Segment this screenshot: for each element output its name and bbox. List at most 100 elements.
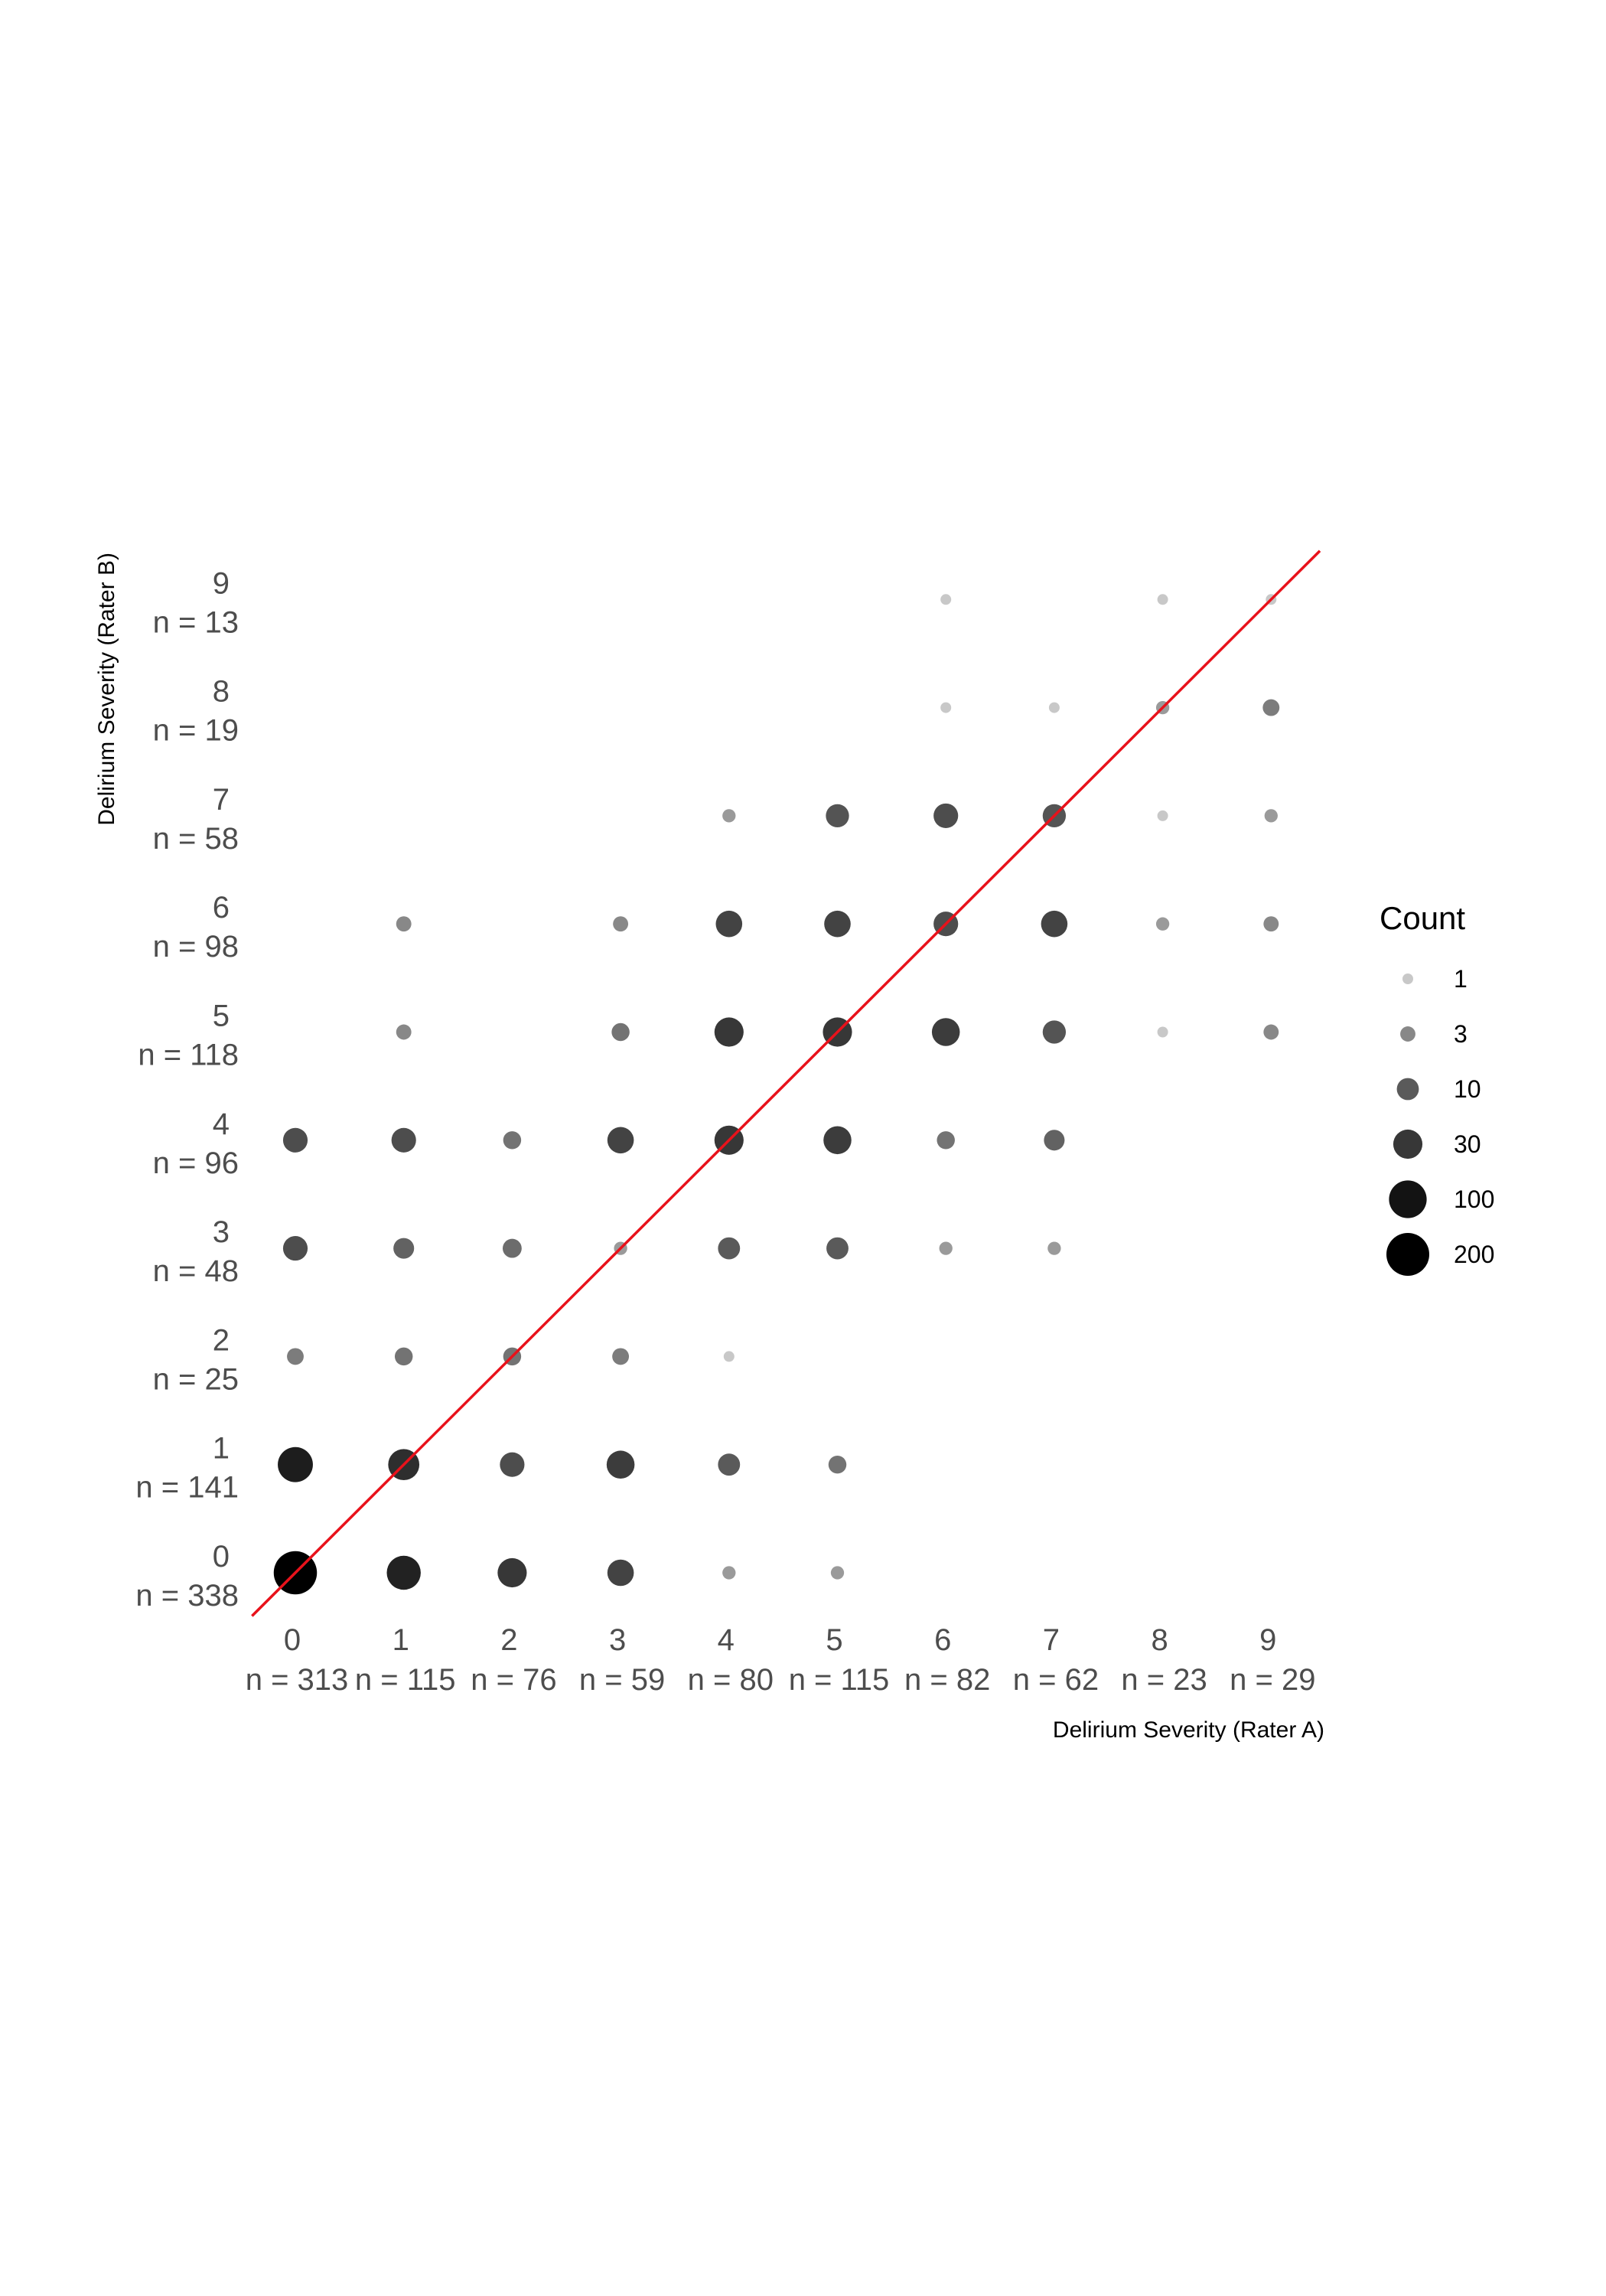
y-tick-label: 8: [213, 675, 230, 709]
point-x3-y4: [607, 1127, 634, 1154]
point-x4-y1: [718, 1453, 741, 1476]
y-tick-label: 6: [213, 891, 230, 925]
legend-title: Count: [1380, 900, 1465, 936]
point-x4-y0: [722, 1566, 736, 1580]
y-tick-count: n = 25: [153, 1362, 239, 1396]
x-tick-label: 3: [609, 1623, 626, 1657]
point-x3-y1: [606, 1450, 635, 1479]
point-x5-y6: [824, 910, 851, 938]
legend-key-1: [1402, 974, 1413, 984]
x-axis-title: Delirium Severity (Rater A): [1053, 1717, 1324, 1743]
x-tick-label: 7: [1043, 1623, 1060, 1657]
y-tick-label: 4: [213, 1107, 230, 1141]
point-x1-y2: [394, 1347, 413, 1366]
point-x7-y8: [1048, 702, 1060, 713]
point-x8-y7: [1157, 810, 1168, 821]
x-tick-count: n = 115: [355, 1663, 456, 1697]
y-tick-label: 1: [213, 1432, 230, 1466]
y-axis-title: Delirium Severity (Rater B): [94, 553, 119, 826]
x-tick-label: 1: [393, 1623, 409, 1657]
point-x5-y4: [823, 1126, 852, 1155]
y-tick-label: 7: [213, 783, 230, 817]
legend: Count 1 3 10 30 100 200: [1380, 900, 1494, 1276]
x-axis-ticks: 0 n = 313 1 n = 115 2 n = 76 3 n = 59 4 n = 80 5 n …: [246, 1623, 1316, 1697]
y-tick-count: n = 96: [153, 1146, 239, 1180]
y-tick-label: 3: [213, 1215, 230, 1249]
x-tick-count: n = 76: [471, 1663, 556, 1697]
legend-key-30: [1393, 1129, 1423, 1159]
x-tick-label: 5: [826, 1623, 842, 1657]
point-x2-y4: [503, 1131, 522, 1150]
point-x6-y3: [939, 1241, 953, 1255]
x-tick-count: n = 23: [1121, 1663, 1207, 1697]
point-x9-y8: [1262, 699, 1280, 716]
legend-label-30: 30: [1454, 1130, 1481, 1158]
y-axis-ticks: 0 n = 338 1 n = 141 2 n = 25 3 n = 48 4 n = 96 5 n …: [135, 566, 239, 1613]
point-x8-y6: [1155, 917, 1170, 931]
point-x2-y3: [502, 1238, 522, 1258]
point-x0-y2: [287, 1348, 304, 1365]
point-x7-y4: [1044, 1130, 1065, 1151]
point-x4-y2: [723, 1351, 735, 1362]
x-tick-count: n = 82: [904, 1663, 990, 1697]
point-x3-y2: [612, 1348, 630, 1365]
legend-key-200: [1386, 1233, 1429, 1276]
identity-reference-line: [251, 550, 1321, 1617]
y-tick-count: n = 58: [153, 822, 239, 856]
legend-key-10: [1396, 1078, 1419, 1101]
x-tick-label: 0: [284, 1623, 301, 1657]
legend-keys: 1 3 10 30 100 200: [1386, 965, 1494, 1276]
x-tick-count: n = 62: [1013, 1663, 1099, 1697]
point-x3-y0: [607, 1559, 634, 1587]
point-x6-y7: [933, 803, 959, 828]
point-x6-y4: [937, 1131, 955, 1150]
x-tick-count: n = 80: [688, 1663, 774, 1697]
point-x4-y3: [718, 1237, 741, 1260]
point-x0-y1: [278, 1446, 313, 1482]
point-x8-y9: [1157, 594, 1168, 605]
x-tick-count: n = 115: [789, 1663, 890, 1697]
point-x4-y5: [714, 1017, 744, 1047]
point-x9-y6: [1263, 916, 1279, 932]
point-x3-y5: [611, 1022, 630, 1042]
x-tick-label: 4: [718, 1623, 735, 1657]
point-x6-y5: [931, 1018, 960, 1046]
point-x5-y0: [830, 1566, 845, 1580]
point-x5-y7: [826, 804, 849, 828]
legend-label-3: 3: [1454, 1020, 1468, 1048]
x-tick-count: n = 313: [246, 1663, 349, 1697]
point-x7-y3: [1047, 1241, 1061, 1255]
legend-key-3: [1400, 1026, 1415, 1042]
point-x8-y5: [1157, 1026, 1168, 1038]
x-tick-label: 6: [934, 1623, 951, 1657]
point-x6-y8: [940, 702, 952, 713]
y-tick-label: 5: [213, 1000, 230, 1033]
y-tick-count: n = 118: [138, 1039, 239, 1072]
point-x1-y6: [396, 916, 412, 932]
point-x2-y0: [497, 1557, 527, 1588]
point-x6-y9: [940, 594, 952, 605]
point-x9-y5: [1263, 1024, 1279, 1040]
point-x0-y3: [282, 1236, 308, 1261]
point-x1-y3: [393, 1238, 415, 1259]
y-tick-count: n = 13: [153, 605, 239, 639]
legend-label-100: 100: [1454, 1186, 1494, 1213]
point-x5-y1: [828, 1455, 847, 1474]
point-x0-y4: [282, 1127, 308, 1153]
point-x7-y5: [1042, 1020, 1067, 1044]
point-x7-y6: [1041, 910, 1068, 938]
y-tick-label: 2: [213, 1323, 230, 1357]
y-tick-count: n = 98: [153, 930, 239, 964]
y-tick-label: 0: [213, 1540, 230, 1574]
point-x1-y0: [386, 1555, 421, 1590]
x-tick-count: n = 29: [1230, 1663, 1315, 1697]
y-tick-count: n = 48: [153, 1254, 239, 1288]
legend-label-1: 1: [1454, 965, 1468, 993]
x-tick-count: n = 59: [579, 1663, 665, 1697]
x-tick-label: 2: [500, 1623, 517, 1657]
y-tick-count: n = 19: [153, 714, 239, 748]
x-tick-label: 9: [1259, 1623, 1276, 1657]
point-x4-y7: [722, 809, 736, 823]
legend-label-10: 10: [1454, 1075, 1481, 1103]
